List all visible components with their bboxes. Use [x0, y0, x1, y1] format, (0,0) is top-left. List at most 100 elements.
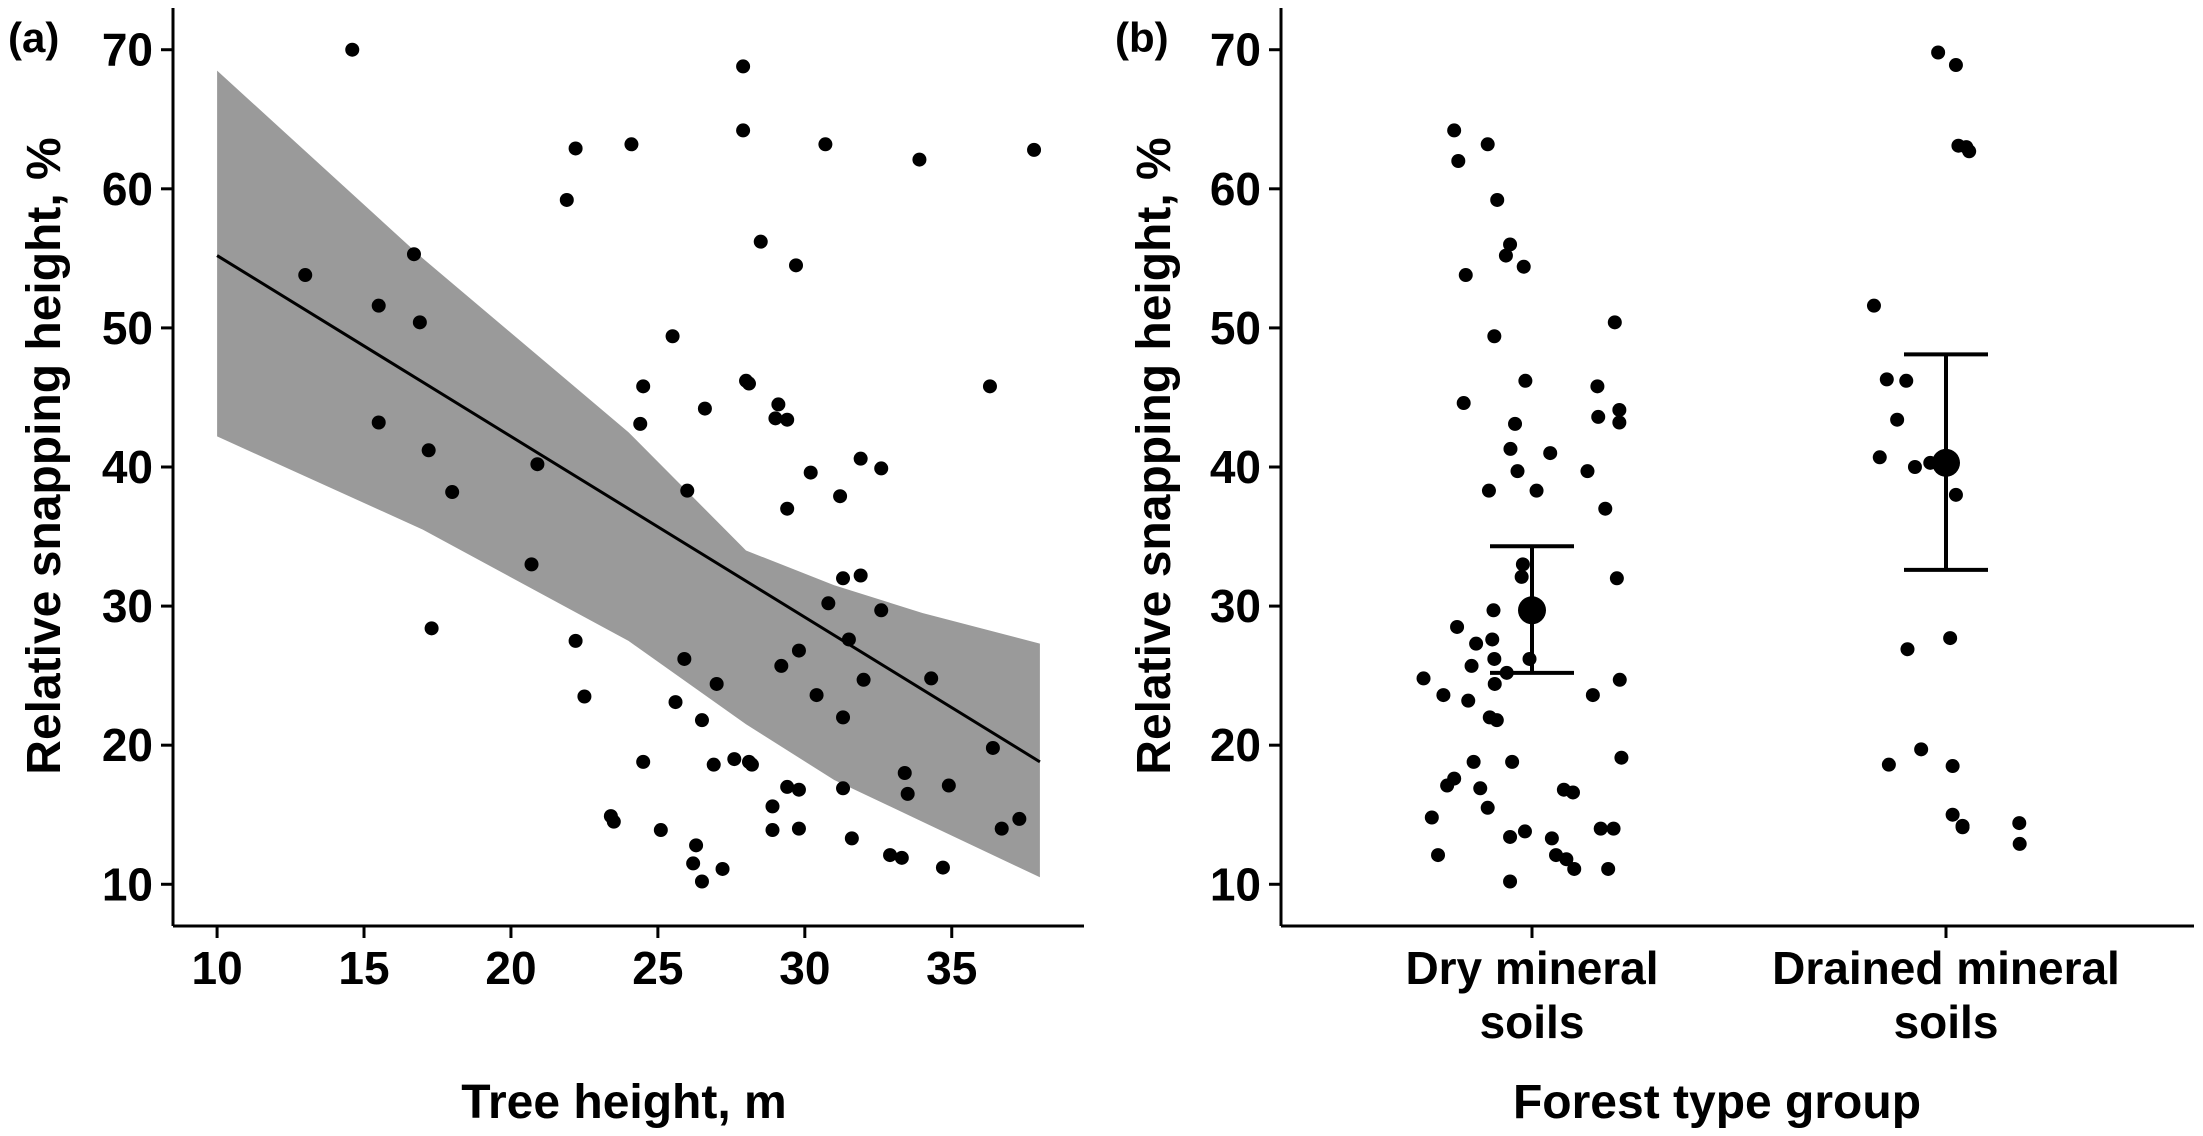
data-point — [1487, 676, 1502, 691]
data-point — [524, 557, 539, 572]
data-point — [1879, 372, 1894, 387]
data-point — [1907, 460, 1922, 474]
panel-a-regression-line — [216, 254, 1041, 764]
data-point — [985, 740, 1000, 755]
x-tick-label: 25 — [632, 942, 683, 994]
data-point — [1612, 402, 1627, 417]
y-tick-label: 60 — [1210, 163, 1261, 215]
data-point — [1447, 123, 1462, 138]
data-point — [853, 451, 868, 466]
data-point — [1607, 315, 1622, 330]
data-point — [1503, 829, 1518, 844]
panel-a-points — [298, 42, 1042, 889]
data-point — [1514, 569, 1529, 584]
data-point — [694, 874, 709, 889]
data-point — [706, 757, 721, 772]
panel-b-y-axis-label: Relative snapping height, % — [1128, 137, 1181, 774]
data-point — [994, 821, 1009, 836]
panel-a-y-ticks: 10 20 30 40 50 60 70 — [102, 24, 173, 910]
y-tick-label: 30 — [1210, 580, 1261, 632]
data-point — [897, 766, 912, 780]
data-point — [686, 856, 701, 871]
data-point — [1866, 298, 1881, 313]
data-point — [1590, 379, 1605, 394]
y-tick-label: 60 — [102, 163, 153, 215]
y-tick-label: 10 — [102, 858, 153, 910]
data-point — [1450, 619, 1465, 634]
data-point — [1559, 852, 1574, 867]
y-tick-label: 10 — [1210, 858, 1261, 910]
data-point — [1543, 446, 1558, 461]
data-point — [836, 710, 851, 725]
panel-b-x-axis-label: Forest type group — [1513, 1076, 1921, 1129]
data-point — [1585, 688, 1600, 703]
data-point — [771, 397, 786, 412]
data-point — [1498, 248, 1513, 263]
panel-b-points — [1416, 45, 2027, 889]
data-point — [1481, 483, 1496, 498]
data-point — [894, 850, 909, 865]
panel-b: (b) Relative snapping height, % Forest t… — [1115, 8, 2194, 1129]
data-point — [1458, 268, 1473, 283]
data-point — [924, 671, 939, 686]
data-point — [1518, 373, 1533, 388]
data-point — [1517, 824, 1532, 839]
panel-a-y-axis-label: Relative snapping height, % — [18, 137, 71, 774]
data-point — [856, 672, 871, 687]
data-point — [568, 141, 583, 156]
data-point — [935, 860, 950, 875]
data-point — [736, 59, 751, 74]
data-point — [1959, 140, 1974, 155]
y-tick-label: 20 — [102, 719, 153, 771]
data-point — [624, 137, 639, 152]
data-point — [1480, 800, 1495, 815]
data-point — [1451, 154, 1466, 168]
data-point — [1544, 831, 1559, 846]
data-point — [1601, 861, 1616, 876]
data-point — [727, 752, 742, 767]
data-point — [1614, 750, 1629, 765]
data-point — [1565, 785, 1580, 800]
data-point — [744, 757, 759, 772]
data-point — [694, 713, 709, 728]
y-tick-label: 40 — [1210, 441, 1261, 493]
data-point — [577, 689, 592, 704]
data-point — [345, 42, 360, 57]
data-point — [774, 658, 789, 673]
y-tick-label: 70 — [102, 24, 153, 76]
y-tick-label: 70 — [1210, 24, 1261, 76]
panel-b-label: (b) — [1115, 14, 1169, 61]
data-point — [1469, 636, 1484, 651]
data-point — [1522, 651, 1537, 666]
data-point — [1612, 415, 1627, 430]
data-point — [668, 695, 683, 710]
data-point — [818, 137, 833, 152]
panel-a: (a) Relative snapping height, % Tree hei… — [8, 8, 1084, 1129]
data-point — [841, 632, 856, 647]
data-point — [809, 688, 824, 703]
data-point — [874, 461, 889, 476]
data-point — [568, 633, 583, 648]
data-point — [1487, 329, 1502, 344]
data-point — [1503, 874, 1518, 889]
data-point — [371, 298, 386, 313]
data-point — [836, 571, 851, 586]
y-tick-label: 50 — [1210, 302, 1261, 354]
data-point — [780, 501, 795, 516]
data-point — [680, 483, 695, 498]
data-point — [853, 568, 868, 583]
data-point — [1943, 631, 1958, 646]
data-point — [1593, 821, 1608, 836]
data-point — [689, 838, 704, 853]
data-point — [982, 379, 997, 394]
data-point — [874, 603, 889, 618]
data-point — [1598, 501, 1613, 516]
data-point — [633, 416, 648, 431]
data-point — [2012, 836, 2027, 851]
data-point — [1516, 259, 1531, 274]
x-tick-label: 35 — [926, 942, 977, 994]
data-point — [803, 465, 818, 480]
y-tick-label: 20 — [1210, 719, 1261, 771]
data-point — [559, 192, 574, 207]
